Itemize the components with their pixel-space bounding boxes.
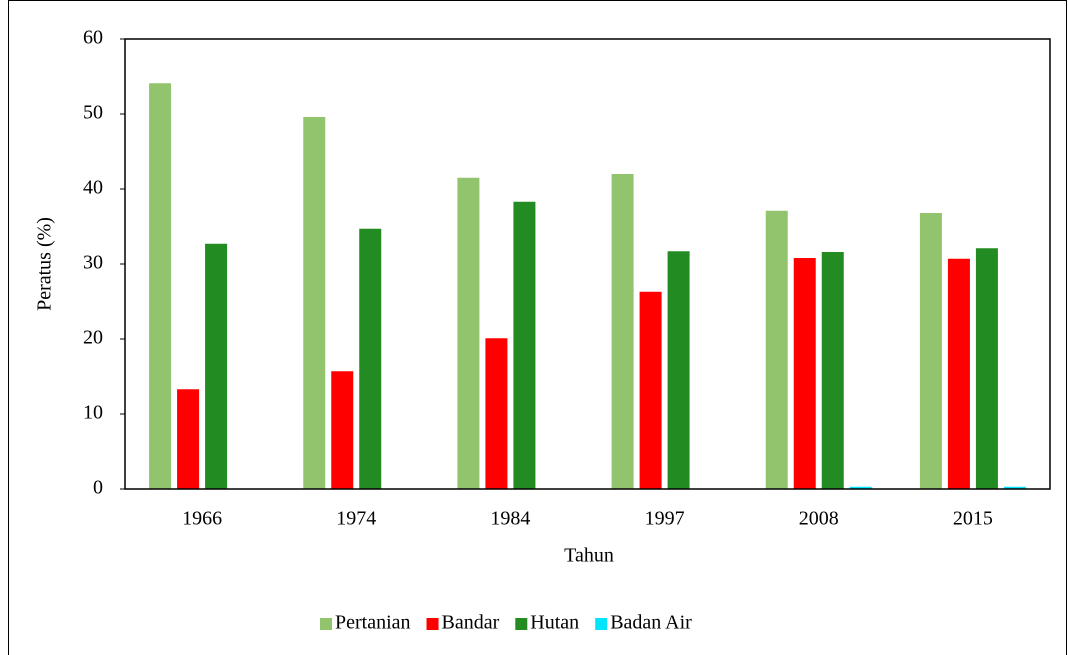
bar <box>457 177 480 489</box>
bar <box>513 201 536 489</box>
x-tick-label: 2008 <box>799 508 839 530</box>
y-tick-label: 60 <box>83 27 103 49</box>
y-tick-label: 20 <box>83 327 103 349</box>
y-axis-label: Peratus (%) <box>34 217 56 311</box>
bar <box>1003 486 1026 489</box>
x-tick-label: 1974 <box>336 508 376 530</box>
legend-swatch <box>595 618 608 630</box>
y-tick-label: 0 <box>93 477 103 499</box>
y-tick-label: 30 <box>83 252 103 274</box>
bar <box>793 258 816 489</box>
x-tick-label: 1997 <box>645 508 685 530</box>
legend-swatch <box>320 618 332 630</box>
legend-label: Badan Air <box>610 612 692 634</box>
legend-swatch <box>515 618 528 630</box>
x-tick-label: 1984 <box>490 508 530 530</box>
bar <box>667 251 690 489</box>
y-tick-label: 50 <box>83 102 103 124</box>
bar <box>149 83 172 489</box>
bar <box>177 389 200 489</box>
bar <box>611 174 634 489</box>
bar <box>975 248 998 489</box>
bar <box>821 252 844 489</box>
chart-frame <box>8 0 1067 655</box>
plot-frame <box>124 38 1051 490</box>
bar <box>639 291 662 489</box>
bar <box>205 243 228 489</box>
bar <box>485 338 508 489</box>
legend-label: Hutan <box>530 612 579 634</box>
bar <box>303 117 326 489</box>
x-axis-label: Tahun <box>564 545 614 567</box>
y-tick-label: 10 <box>83 402 103 424</box>
bar <box>947 258 970 489</box>
legend-label: Bandar <box>442 612 500 634</box>
x-tick-label: 2015 <box>953 508 993 530</box>
bar <box>849 486 872 489</box>
x-tick-label: 1966 <box>182 508 222 530</box>
legend-label: Pertanian <box>335 612 411 634</box>
bar <box>359 228 382 489</box>
bar <box>765 210 788 489</box>
legend-swatch <box>426 618 439 630</box>
y-tick-label: 40 <box>83 177 103 199</box>
bar <box>331 371 354 489</box>
bar <box>919 213 942 489</box>
